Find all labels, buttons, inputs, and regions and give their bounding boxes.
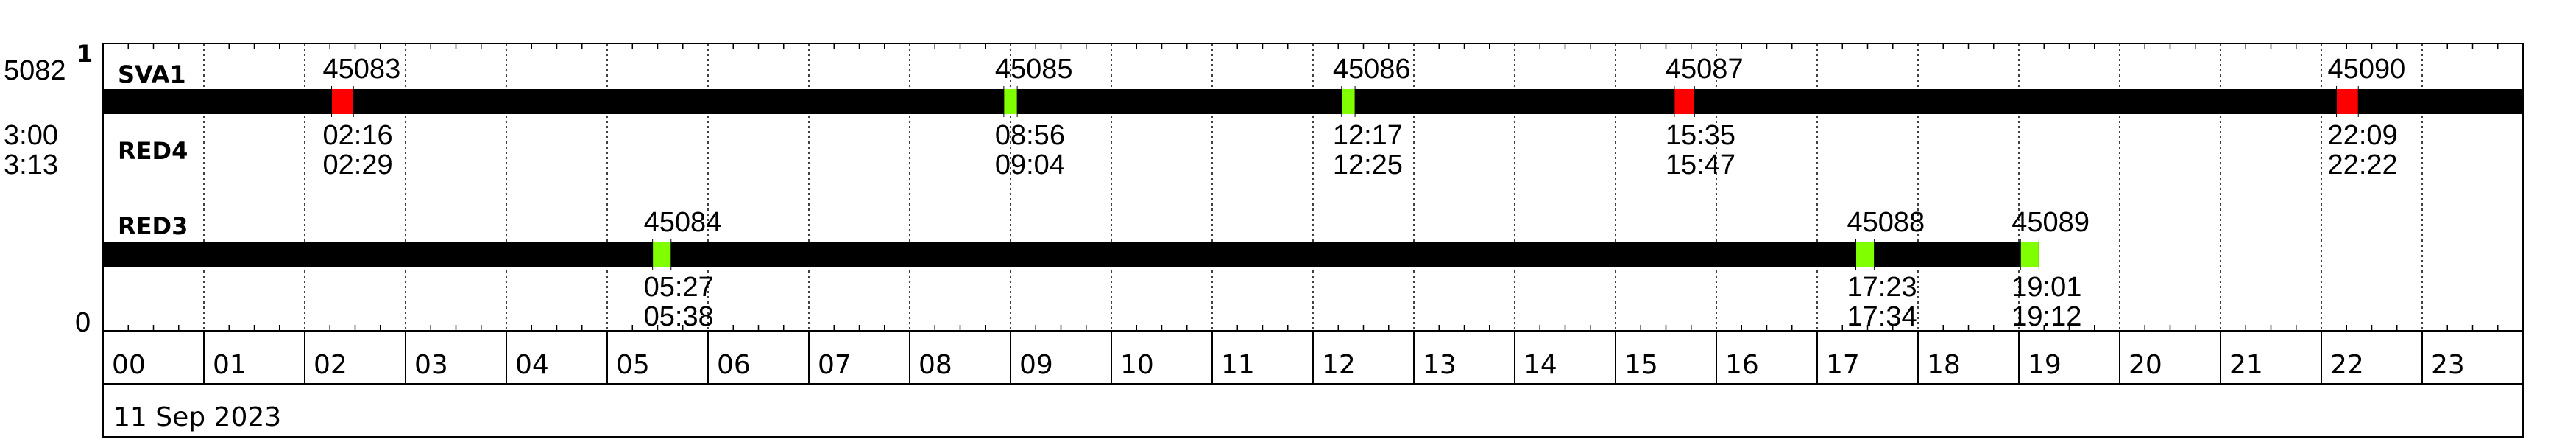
- event-end-label: 15:47: [1666, 150, 1735, 180]
- event-start-label: 19:01: [2011, 272, 2081, 303]
- hour-tick-label: 05: [616, 350, 650, 380]
- hour-tick-label: 09: [1019, 350, 1053, 380]
- hour-tick-label: 06: [717, 350, 751, 380]
- event-good: [1003, 89, 1018, 114]
- hour-tick-label: 01: [213, 350, 247, 380]
- event-start-label: 08:56: [995, 120, 1065, 151]
- event-start-label: 22:09: [2328, 120, 2398, 151]
- hour-tick-label: 00: [112, 350, 146, 380]
- event-start-label: 17:23: [1847, 272, 1917, 303]
- hour-tick-label: 11: [1221, 350, 1255, 380]
- event-bad: [331, 89, 354, 114]
- left-time-start: 3:00: [4, 120, 58, 151]
- hour-tick-label: 07: [818, 350, 852, 380]
- event-end-label: 12:25: [1333, 150, 1403, 180]
- hour-tick-label: 14: [1524, 350, 1557, 380]
- event-bad: [1674, 89, 1695, 114]
- event-id-label: 45088: [1847, 207, 1925, 238]
- hour-tick-label: 13: [1423, 350, 1457, 380]
- event-start-label: 02:16: [323, 120, 393, 151]
- event-id-label: 45087: [1666, 54, 1744, 85]
- hour-tick-label: 04: [515, 350, 549, 380]
- event-start-label: 05:27: [644, 272, 714, 303]
- left-top-value: 5082: [4, 55, 66, 86]
- event-end-label: 19:12: [2011, 301, 2081, 332]
- track-bar: [103, 242, 2039, 267]
- track-label-sva1: SVA1: [118, 60, 186, 88]
- left-bottom-value: 0: [74, 308, 91, 338]
- event-end-label: 05:38: [644, 301, 714, 332]
- hour-tick-label: 08: [919, 350, 952, 380]
- event-start-label: 15:35: [1666, 120, 1735, 151]
- hour-tick-label: 17: [1826, 350, 1860, 380]
- track-bar: [103, 89, 2523, 114]
- event-id-label: 45089: [2011, 207, 2090, 238]
- labels: 5082 1 3:00 3:13 0 SVA1 RED4 RED3 11 Sep…: [4, 40, 2465, 432]
- hour-tick-label: 16: [1725, 350, 1759, 380]
- event-good: [2020, 242, 2039, 267]
- event-start-label: 12:17: [1333, 120, 1403, 151]
- event-good: [1855, 242, 1875, 267]
- bars: [103, 86, 2523, 270]
- event-end-label: 22:22: [2328, 150, 2398, 180]
- date-label: 11 Sep 2023: [113, 402, 281, 432]
- hour-tick-label: 18: [1927, 350, 1961, 380]
- left-time-end: 3:13: [4, 150, 58, 180]
- event-id-label: 45085: [995, 54, 1073, 85]
- hour-tick-label: 03: [414, 350, 448, 380]
- event-id-label: 45084: [644, 207, 722, 238]
- hour-tick-label: 15: [1624, 350, 1658, 380]
- event-bad: [2336, 89, 2359, 114]
- event-end-label: 02:29: [323, 150, 393, 180]
- hour-tick-label: 20: [2129, 350, 2162, 380]
- hour-tick-label: 02: [314, 350, 347, 380]
- hour-tick-label: 21: [2229, 350, 2263, 380]
- hour-tick-label: 22: [2330, 350, 2364, 380]
- grid: [102, 43, 2524, 438]
- event-end-label: 09:04: [995, 150, 1065, 180]
- event-id-label: 45086: [1333, 54, 1411, 85]
- event-good: [652, 242, 671, 267]
- hour-tick-label: 10: [1120, 350, 1154, 380]
- hour-tick-label: 12: [1322, 350, 1356, 380]
- track-label-red3: RED3: [118, 212, 188, 240]
- left-superscript: 1: [77, 40, 93, 68]
- hour-tick-label: 23: [2431, 350, 2465, 380]
- track-sublabel-red4: RED4: [118, 137, 188, 165]
- event-end-label: 17:34: [1847, 301, 1917, 332]
- event-good: [1341, 89, 1356, 114]
- event-id-label: 45090: [2328, 54, 2406, 85]
- hour-tick-label: 19: [2028, 350, 2062, 380]
- event-id-label: 45083: [323, 54, 401, 85]
